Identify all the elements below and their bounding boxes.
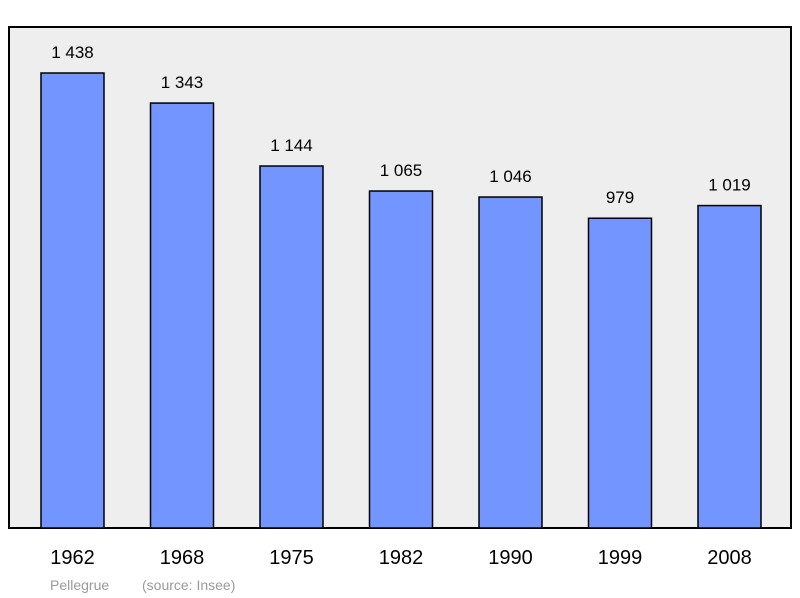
- bar-1962: [40, 72, 105, 529]
- bar-2008: [697, 204, 762, 529]
- caption-source: (source: Insee): [142, 577, 235, 593]
- caption-place: Pellegrue: [50, 577, 109, 593]
- year-label-1968: 1968: [160, 547, 205, 569]
- bar-1982: [368, 190, 434, 529]
- value-label-1982: 1 065: [380, 161, 423, 180]
- year-label-1990: 1990: [488, 547, 533, 569]
- year-label-1962: 1962: [50, 547, 95, 569]
- year-label-1982: 1982: [379, 547, 424, 569]
- value-label-1975: 1 144: [270, 136, 313, 155]
- bar-1975: [259, 165, 324, 529]
- year-label-2008: 2008: [707, 547, 752, 569]
- bar-1990: [478, 196, 543, 529]
- value-label-1990: 1 046: [489, 167, 532, 186]
- year-label-1999: 1999: [598, 547, 643, 569]
- year-label-1975: 1975: [269, 547, 314, 569]
- bar-1999: [587, 217, 653, 529]
- bar-1968: [149, 102, 215, 529]
- bars-group: [40, 72, 762, 529]
- year-labels-group: 1962 1968 1975 1982 1990 1999 2008: [50, 547, 752, 569]
- value-label-1968: 1 343: [161, 73, 204, 92]
- value-label-1999: 979: [606, 188, 634, 207]
- value-label-2008: 1 019: [708, 176, 751, 195]
- value-labels-group: 1 438 1 343 1 144 1 065 1 046 979 1 019: [51, 43, 751, 207]
- value-label-1962: 1 438: [51, 43, 94, 62]
